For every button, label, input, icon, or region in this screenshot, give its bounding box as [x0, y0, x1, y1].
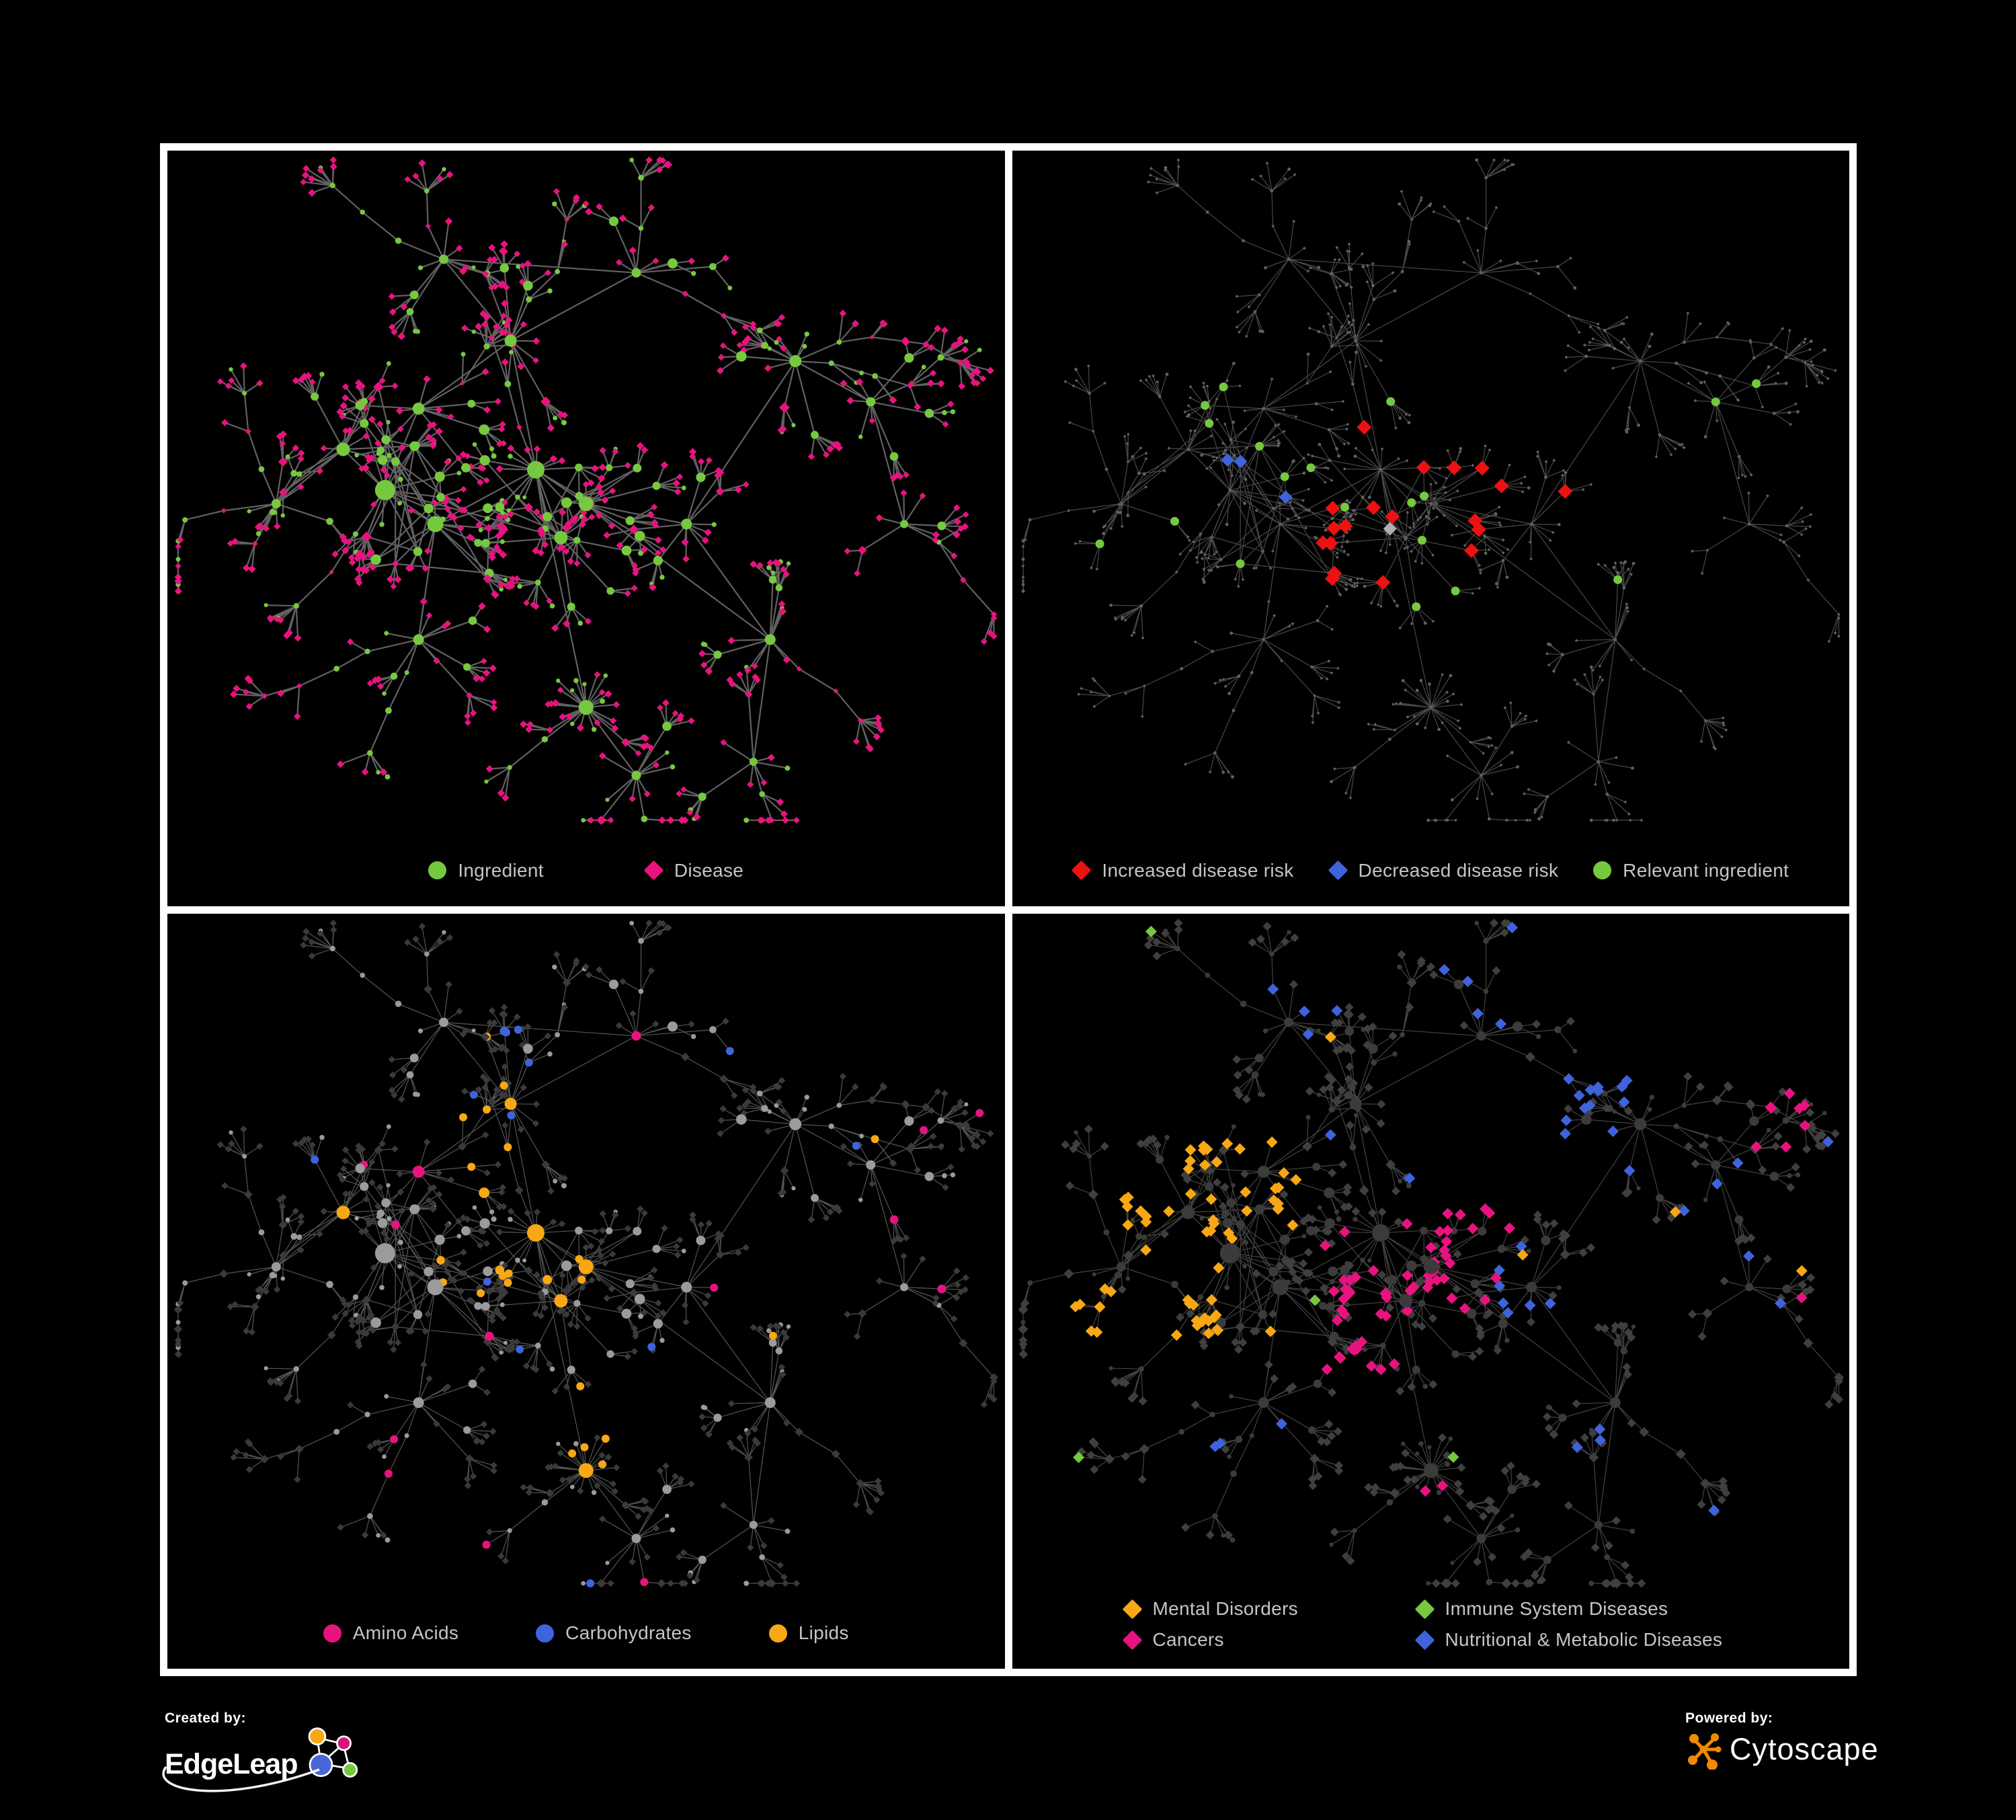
nodes-layer — [1018, 918, 1844, 1588]
legend-marker-diamond — [1122, 1630, 1142, 1650]
network-graph-disease-risk — [1021, 158, 1841, 822]
legend-marker-diamond — [1414, 1630, 1435, 1650]
legend-marker-diamond — [1122, 1599, 1142, 1619]
legend-label: Decreased disease risk — [1358, 859, 1559, 881]
legend-nutrient-classes: Amino Acids Carbohydrates Lipids — [167, 1622, 1005, 1645]
powered-by-label: Powered by: — [1685, 1710, 1773, 1726]
legend-label: Relevant ingredient — [1623, 859, 1789, 881]
legend-item: Increased disease risk — [1072, 859, 1293, 882]
panel-nutrient-classes: Amino Acids Carbohydrates Lipids — [167, 913, 1005, 1669]
powered-by-block: Powered by: Cytoscape — [1685, 1710, 1900, 1770]
legend-label: Disease — [674, 859, 744, 881]
panel-disease-risk: Increased disease risk Decreased disease … — [1012, 151, 1850, 906]
network-graph-nutrient-classes — [173, 919, 998, 1587]
legend-item: Lipids — [768, 1622, 849, 1645]
panel-disease-classes: Mental Disorders Immune System Diseases Ca… — [1012, 913, 1849, 1669]
legend-marker-circle — [536, 1624, 555, 1643]
legend-label: Immune System Diseases — [1445, 1598, 1668, 1619]
network-grid: Ingredient Disease Increased disease risk… — [160, 143, 1857, 1676]
legend-item: Cancers — [1122, 1628, 1416, 1651]
legend-disease-classes: Mental Disorders Immune System Diseases Ca… — [1122, 1597, 1723, 1651]
legend-marker-diamond — [1414, 1599, 1435, 1619]
legend-item: Amino Acids — [323, 1622, 458, 1645]
legend-marker-circle — [768, 1624, 787, 1643]
edgeleap-wordmark: EdgeLeap — [165, 1747, 298, 1780]
edgeleap-logo-glyph — [308, 1727, 358, 1778]
legend-item: Nutritional & Metabolic Diseases — [1414, 1628, 1723, 1651]
legend-item: Immune System Diseases — [1414, 1597, 1723, 1620]
cytoscape-logo: Cytoscape — [1685, 1729, 1900, 1770]
legend-item: Carbohydrates — [536, 1622, 692, 1645]
edgeleap-logo: EdgeLeap — [162, 1727, 366, 1798]
legend-ingredient-disease: Ingredient Disease — [167, 859, 1005, 882]
legend-label: Lipids — [798, 1622, 849, 1643]
nodes-layer — [174, 156, 998, 825]
legend-label: Carbohydrates — [565, 1622, 692, 1643]
legend-item: Ingredient — [428, 859, 544, 882]
cytoscape-wordmark: Cytoscape — [1730, 1732, 1879, 1766]
legend-marker-circle — [323, 1624, 341, 1643]
legend-item: Mental Disorders — [1122, 1597, 1416, 1620]
legend-label: Mental Disorders — [1152, 1598, 1298, 1619]
legend-marker-circle — [428, 861, 447, 879]
legend-label: Amino Acids — [352, 1622, 459, 1643]
legend-label: Increased disease risk — [1102, 859, 1294, 881]
edges-layer — [177, 922, 995, 1584]
cytoscape-logo-glyph — [1688, 1733, 1722, 1770]
legend-marker-diamond — [1328, 860, 1348, 881]
legend-label: Ingredient — [458, 859, 544, 881]
edges-layer — [177, 159, 995, 822]
created-by-block: Created by: EdgeLeap — [162, 1710, 366, 1798]
legend-marker-diamond — [1072, 860, 1092, 881]
network-graph-disease-classes — [1018, 918, 1844, 1588]
legend-item: Disease — [643, 859, 744, 882]
network-graph-ingredient-disease — [174, 156, 998, 825]
legend-item: Relevant ingredient — [1593, 859, 1789, 882]
legend-disease-risk: Increased disease risk Decreased disease … — [1012, 859, 1850, 882]
legend-marker-diamond — [643, 860, 664, 881]
panel-ingredient-disease: Ingredient Disease — [167, 151, 1005, 906]
created-by-label: Created by: — [165, 1710, 247, 1726]
legend-label: Nutritional & Metabolic Diseases — [1445, 1629, 1723, 1650]
legend-label: Cancers — [1152, 1629, 1224, 1650]
legend-marker-circle — [1593, 861, 1612, 879]
legend-item: Decreased disease risk — [1328, 859, 1559, 882]
edges-layer — [1022, 159, 1839, 821]
